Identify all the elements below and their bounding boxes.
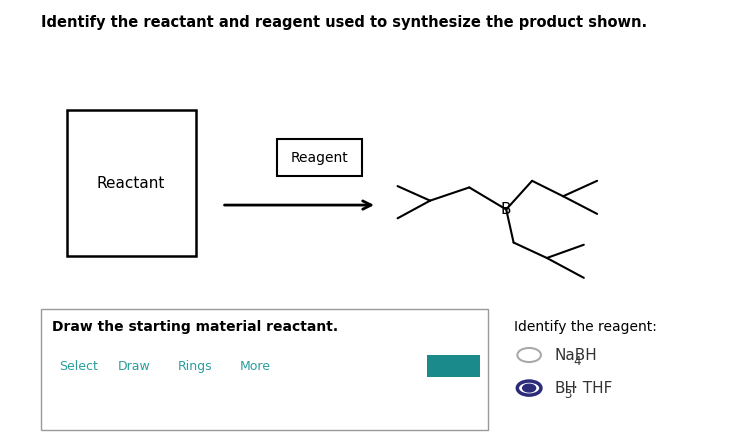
- Text: · THF: · THF: [573, 381, 613, 396]
- Text: More: More: [240, 359, 271, 373]
- Text: Select: Select: [59, 359, 98, 373]
- Text: Identify the reagent:: Identify the reagent:: [514, 320, 656, 334]
- Text: BH: BH: [554, 381, 576, 396]
- Bar: [427, 355, 480, 377]
- Text: Reagent: Reagent: [290, 151, 349, 164]
- Text: B: B: [500, 202, 511, 217]
- Text: 4: 4: [573, 355, 581, 368]
- Text: Erase: Erase: [436, 359, 471, 373]
- Bar: [67, 110, 196, 256]
- Text: Reactant: Reactant: [97, 176, 166, 191]
- Text: Identify the reactant and reagent used to synthesize the product shown.: Identify the reactant and reagent used t…: [41, 15, 647, 30]
- Circle shape: [522, 384, 536, 392]
- Bar: [41, 309, 488, 430]
- Text: 3: 3: [564, 388, 571, 401]
- Text: Draw: Draw: [118, 359, 151, 373]
- Bar: [277, 139, 362, 176]
- Text: Draw the starting material reactant.: Draw the starting material reactant.: [52, 320, 338, 334]
- Text: NaBH: NaBH: [554, 348, 597, 363]
- Text: Rings: Rings: [177, 359, 212, 373]
